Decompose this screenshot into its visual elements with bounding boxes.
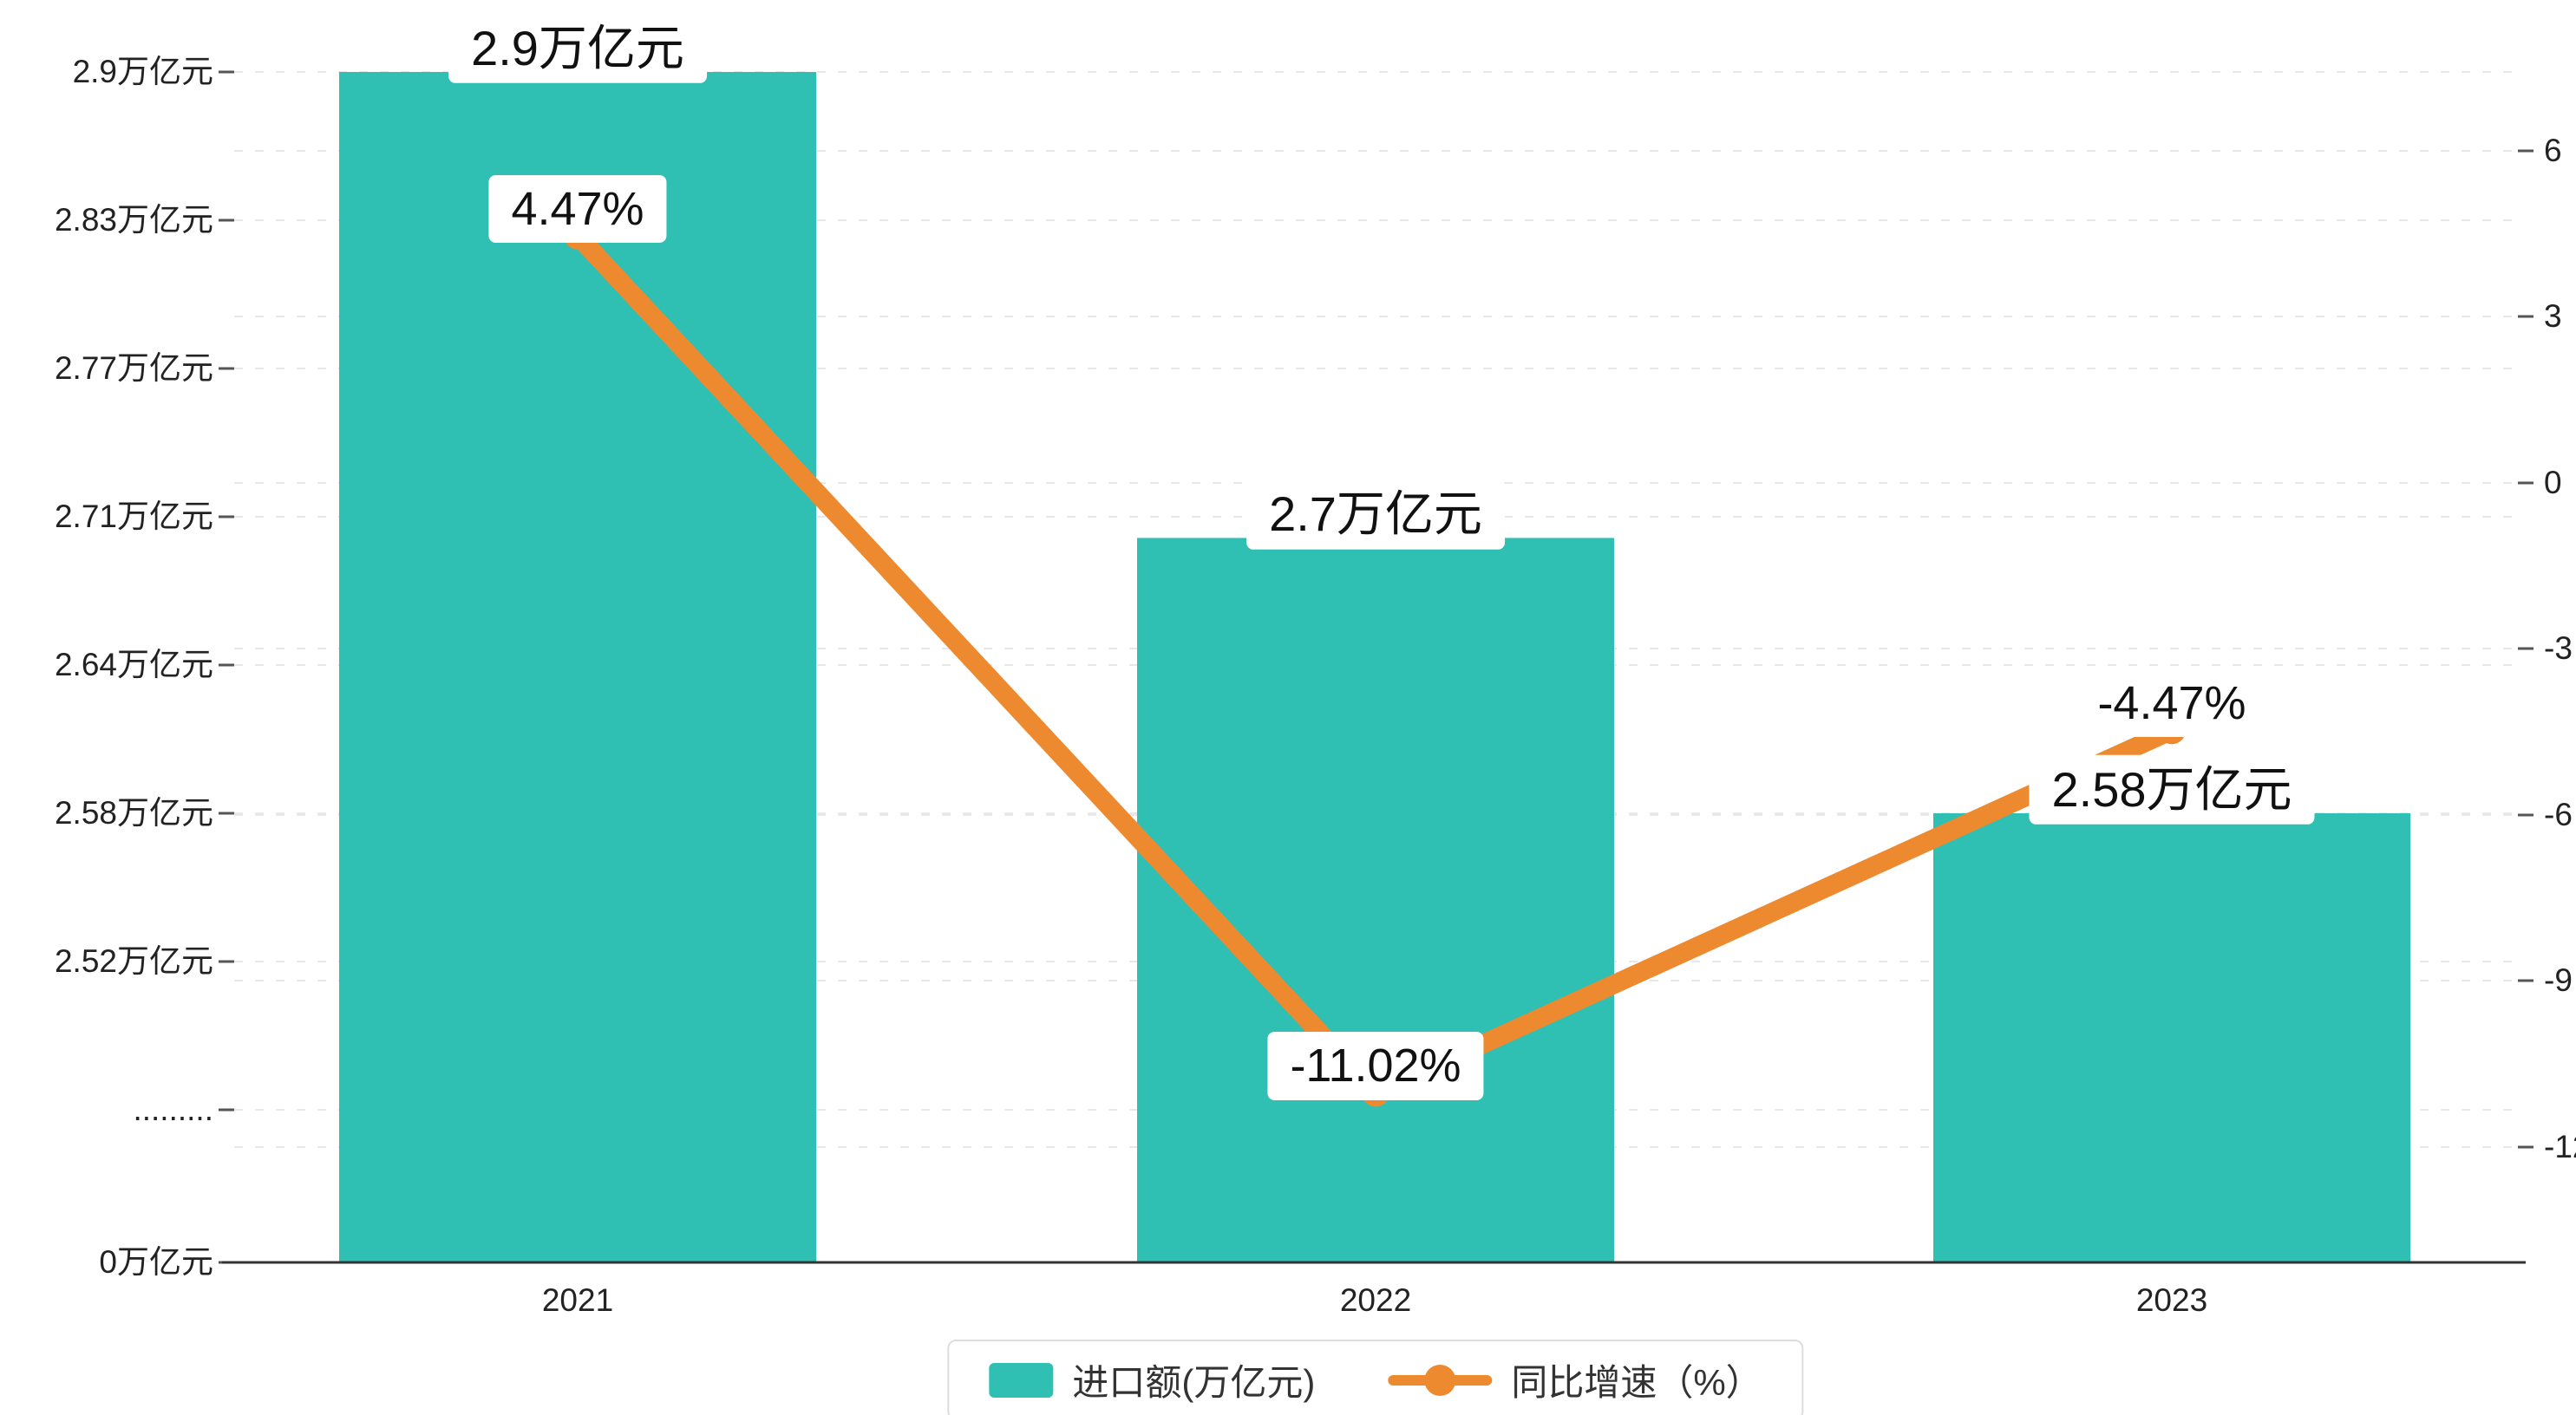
- left-axis-tick-label-6: 2.52万亿元: [54, 943, 213, 979]
- line-series-dot-icon: [1424, 1364, 1456, 1396]
- bar-series-swatch: [989, 1362, 1054, 1398]
- legend: 进口额(万亿元) 同比增速（%）: [947, 1340, 1804, 1415]
- x-axis-label-2021: 2021: [541, 1282, 614, 1318]
- bar-2021[interactable]: [339, 72, 816, 1262]
- x-axis-label-2022: 2022: [1339, 1282, 1412, 1318]
- left-axis-tick-label-3: 2.71万亿元: [54, 499, 213, 534]
- left-axis-tick-label-1: 2.83万亿元: [54, 202, 213, 238]
- left-axis-tick-label-8: 0万亿元: [99, 1244, 213, 1280]
- bar-value-label-2021: 2.9万亿元: [448, 13, 707, 84]
- legend-item-growth-rate[interactable]: 同比增速（%）: [1388, 1353, 1762, 1406]
- bar-2022[interactable]: [1137, 538, 1614, 1262]
- line-value-label-2021: 4.47%: [488, 174, 667, 243]
- right-axis-tick-label-1: 3: [2544, 298, 2562, 334]
- left-axis-tick-label-4: 2.64万亿元: [54, 647, 213, 682]
- left-axis-tick-label-2: 2.77万亿元: [54, 350, 213, 386]
- x-axis-label-2023: 2023: [2135, 1282, 2208, 1318]
- left-axis-tick-label-0: 2.9万亿元: [72, 54, 213, 89]
- right-axis-tick-label-5: -9: [2544, 962, 2573, 998]
- left-axis-tick-label-5: 2.58万亿元: [54, 795, 213, 831]
- right-axis-tick-label-4: -6: [2544, 797, 2573, 832]
- bar-value-label-2022: 2.7万亿元: [1246, 479, 1505, 550]
- bar-2023[interactable]: [1933, 813, 2410, 1262]
- bar-value-label-2023: 2.58万亿元: [2029, 754, 2315, 825]
- right-axis-tick-label-3: -3: [2544, 630, 2573, 666]
- line-value-label-2022: -11.02%: [1267, 1032, 1484, 1100]
- right-axis-tick-label-2: 0: [2544, 465, 2562, 500]
- left-axis-tick-label-7: .........: [133, 1092, 213, 1127]
- right-axis-tick-label-6: -12: [2544, 1129, 2576, 1164]
- line-value-label-2023: -4.47%: [2075, 669, 2269, 738]
- legend-label-growth-rate: 同比增速（%）: [1511, 1362, 1762, 1403]
- right-axis-tick-label-0: 6: [2544, 133, 2562, 168]
- legend-label-import-amount: 进口额(万亿元): [1072, 1362, 1316, 1403]
- line-series-swatch: [1388, 1364, 1493, 1396]
- legend-item-import-amount[interactable]: 进口额(万亿元): [989, 1353, 1315, 1406]
